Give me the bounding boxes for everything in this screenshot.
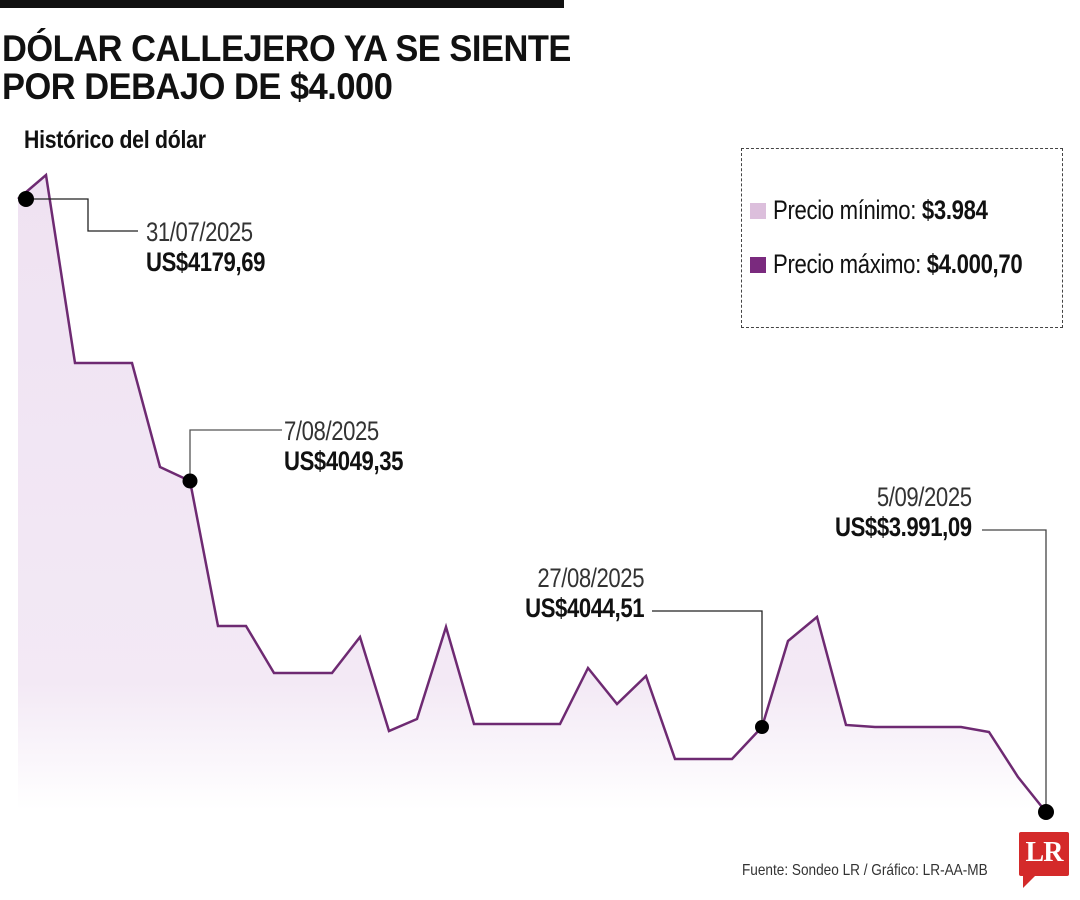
- annotation-4: 5/09/2025 US$$3.991,09: [805, 484, 972, 541]
- source-credit: Fuente: Sondeo LR / Gráfico: LR-AA-MB: [742, 862, 988, 879]
- legend-text: Precio mínimo: $3.984: [773, 195, 988, 225]
- annotation-date: 31/07/2025: [146, 217, 253, 247]
- annotation-value: US$4044,51: [524, 593, 644, 623]
- annotation-date: 7/08/2025: [284, 416, 379, 446]
- legend-swatch-light: [750, 202, 766, 219]
- annotation-value: US$4049,35: [284, 446, 404, 476]
- legend-text: Precio máximo: $4.000,70: [773, 249, 1023, 279]
- lr-logo: LR: [1019, 832, 1069, 888]
- logo-speech-tail: [1023, 876, 1035, 888]
- leader-line-2: [189, 429, 282, 481]
- annotation-date: 5/09/2025: [877, 482, 972, 512]
- logo-text: LR: [1025, 837, 1064, 868]
- marker-point-3: [755, 720, 769, 734]
- area-fill: [18, 175, 1046, 812]
- marker-point-4: [1038, 804, 1054, 820]
- annotation-date: 27/08/2025: [537, 563, 644, 593]
- title-line-1: DÓLAR CALLEJERO YA SE SIENTE: [2, 28, 571, 69]
- annotation-2: 7/08/2025 US$4049,35: [284, 418, 429, 475]
- annotation-3: 27/08/2025 US$4044,51: [499, 565, 644, 622]
- legend-item-max: Precio máximo: $4.000,70: [750, 249, 1077, 280]
- leader-line-4: [982, 529, 1047, 812]
- chart-title: DÓLAR CALLEJERO YA SE SIENTE POR DEBAJO …: [2, 30, 571, 106]
- title-line-2: POR DEBAJO DE $4.000: [2, 66, 393, 107]
- leader-line-1: [26, 198, 138, 232]
- annotation-value: US$$3.991,09: [835, 512, 972, 542]
- legend-item-min: Precio mínimo: $3.984: [750, 195, 1035, 226]
- top-rule: [0, 0, 564, 8]
- chart-subtitle: Histórico del dólar: [24, 126, 206, 154]
- legend-box: Precio mínimo: $3.984 Precio máximo: $4.…: [741, 148, 1063, 328]
- legend-swatch-dark: [750, 256, 766, 273]
- marker-point-2: [182, 473, 198, 489]
- annotation-value: US$4179,69: [146, 247, 266, 277]
- marker-point-1: [18, 191, 34, 207]
- leader-line-3: [652, 610, 763, 727]
- annotation-1: 31/07/2025 US$4179,69: [146, 219, 291, 276]
